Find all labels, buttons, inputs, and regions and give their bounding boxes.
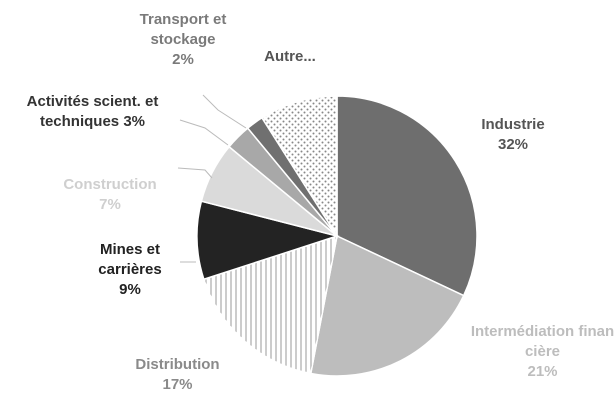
category-name: Construction: [63, 176, 157, 193]
category-name: Mines et carrières: [98, 241, 162, 278]
pie-slice: [309, 234, 465, 377]
category-name: Distribution: [135, 356, 220, 373]
pie-slice: [260, 95, 338, 239]
slice-label: Transport et stockage 2%: [108, 10, 258, 70]
slice-label: Industrie 32%: [448, 115, 578, 155]
value-label: 3%: [123, 113, 146, 130]
value-label: 9%: [119, 281, 141, 298]
leader-lines: [177, 94, 247, 263]
leader-line: [179, 119, 229, 146]
category-name: Activités scient. et techniques: [26, 93, 159, 130]
value-label: 17%: [162, 376, 193, 393]
slice-label: Mines et carrières 9%: [80, 240, 180, 300]
leader-line: [202, 94, 247, 129]
value-label: 2%: [172, 51, 194, 68]
value-label: 7%: [99, 196, 121, 213]
category-name: Autre...: [264, 48, 316, 65]
leader-line: [177, 167, 213, 179]
value-label: 21%: [527, 363, 558, 380]
slice-label: Intermédiation financière 21%: [470, 322, 615, 382]
slice-label: Activités scient. et techniques 3%: [5, 92, 180, 132]
category-name: Intermédiation financière: [470, 323, 615, 360]
pie-slice: [196, 200, 340, 281]
slice-label: Construction 7%: [40, 175, 180, 215]
category-name: Transport et stockage: [139, 11, 227, 48]
pie-slice: [336, 95, 478, 297]
category-name: Industrie: [481, 116, 545, 133]
slice-label: Autre...: [235, 47, 345, 67]
pie-slice: [202, 234, 338, 375]
value-label: 32%: [497, 136, 529, 153]
slice-label: Distribution 17%: [110, 355, 245, 395]
